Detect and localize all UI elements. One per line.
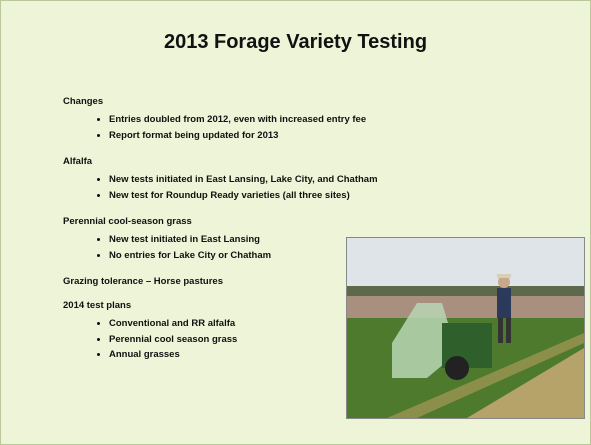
section: Alfalfa New tests initiated in East Lansi… bbox=[63, 156, 543, 203]
bullet-list: New test initiated in East LansingNo ent… bbox=[63, 232, 543, 263]
section: Grazing tolerance – Horse pastures bbox=[63, 276, 543, 287]
bullet: New test initiated in East Lansing bbox=[109, 232, 543, 248]
section-heading: Alfalfa bbox=[63, 156, 93, 167]
slide-title: 2013 Forage Variety Testing bbox=[163, 31, 428, 53]
bullet-list: New tests initiated in East Lansing, Lak… bbox=[63, 172, 543, 203]
photo bbox=[346, 237, 585, 419]
section-heading: Perennial cool-season grass bbox=[63, 216, 192, 227]
section-heading: Grazing tolerance – Horse pastures bbox=[63, 276, 223, 287]
bullet: New tests initiated in East Lansing, Lak… bbox=[109, 172, 543, 188]
section-heading: Changes bbox=[63, 96, 104, 107]
bullet-list: Conventional and RR alfalfaPerennial coo… bbox=[63, 316, 543, 363]
bullet: New test for Roundup Ready varieties (al… bbox=[109, 188, 543, 204]
bullet: Report format being updated for 2013 bbox=[109, 128, 543, 144]
bullet: Annual grasses bbox=[109, 347, 543, 363]
section: Perennial cool-season grass New test init… bbox=[63, 216, 543, 263]
section-heading: 2014 test plans bbox=[63, 300, 132, 311]
section: 2014 test plans Conventional and RR alfal… bbox=[63, 300, 543, 363]
content: Changes Entries doubled from 2012, even w… bbox=[63, 96, 543, 376]
section: Changes Entries doubled from 2012, even w… bbox=[63, 96, 543, 143]
bullet: No entries for Lake City or Chatham bbox=[109, 248, 543, 264]
bullet: Perennial cool season grass bbox=[109, 332, 543, 348]
bullet-list: Entries doubled from 2012, even with inc… bbox=[63, 112, 543, 143]
bullet: Entries doubled from 2012, even with inc… bbox=[109, 112, 543, 128]
bullet: Conventional and RR alfalfa bbox=[109, 316, 543, 332]
